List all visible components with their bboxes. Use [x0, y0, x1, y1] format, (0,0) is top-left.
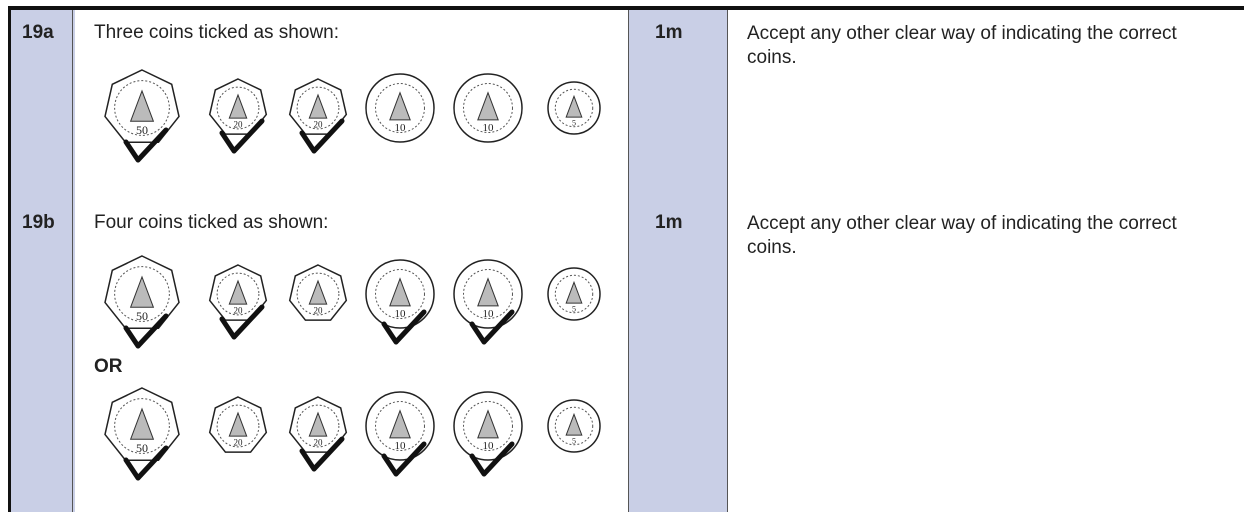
coin: 10: [453, 73, 523, 143]
tick: [469, 309, 515, 345]
coin: 20: [208, 264, 268, 321]
coin-figure: [389, 409, 411, 439]
coin-inner: [216, 86, 260, 130]
coin-inner: [296, 86, 340, 130]
mark: 1m: [655, 22, 683, 43]
coin-inner: [296, 404, 340, 448]
coin-label: 10: [395, 440, 407, 452]
coin-inner: [114, 266, 170, 322]
question-number: 19b: [22, 212, 55, 233]
tick: [123, 313, 169, 349]
coin-figure: [565, 280, 583, 304]
coin-figure: [308, 279, 328, 305]
coin: 5: [547, 81, 601, 135]
coin-label: 50: [136, 441, 148, 455]
coin-inner: [375, 401, 425, 451]
coin: 20: [208, 396, 268, 453]
coin-figure: [228, 93, 248, 119]
coin: 10: [365, 391, 435, 461]
coin-inner: [375, 83, 425, 133]
coin-inner: [463, 83, 513, 133]
coin-inner: [216, 404, 260, 448]
coin: 50: [104, 69, 180, 143]
coin-figure: [308, 93, 328, 119]
separator: OR: [94, 356, 123, 377]
coin: 10: [365, 259, 435, 329]
coin-figure: [228, 411, 248, 437]
answer-column: [72, 8, 629, 512]
coin-label: 10: [483, 440, 495, 452]
coin-label: 20: [314, 438, 324, 448]
coin-figure: [477, 91, 499, 121]
coin: 5: [547, 399, 601, 453]
coin-label: 20: [234, 438, 244, 448]
coin: 50: [104, 387, 180, 461]
coin-label: 10: [395, 122, 407, 134]
coin-inner: [114, 398, 170, 454]
coin-label: 10: [483, 122, 495, 134]
coin: 20: [288, 396, 348, 453]
coin-label: 5: [572, 437, 576, 446]
coin: 5: [547, 267, 601, 321]
tick: [381, 441, 427, 477]
coin-inner: [554, 406, 594, 446]
coin-figure: [389, 277, 411, 307]
mark-column: [628, 8, 728, 512]
question-number: 19a: [22, 22, 54, 43]
coin-label: 5: [572, 305, 576, 314]
coin-figure: [477, 277, 499, 307]
coin-inner: [216, 272, 260, 316]
coin-inner: [375, 269, 425, 319]
top-rule: [8, 6, 1244, 10]
coin: 20: [288, 264, 348, 321]
note: Accept any other clear way of indicating…: [747, 23, 1177, 68]
tick: [469, 441, 515, 477]
coin: 10: [365, 73, 435, 143]
coin-figure: [129, 407, 155, 440]
coin-figure: [565, 412, 583, 436]
coin-label: 20: [314, 120, 324, 130]
coin-label: 5: [572, 119, 576, 128]
tick: [299, 436, 345, 472]
coin-figure: [477, 409, 499, 439]
coin-inner: [463, 269, 513, 319]
mark: 1m: [655, 212, 683, 233]
tick: [219, 118, 265, 154]
tick: [123, 445, 169, 481]
coin-label: 50: [136, 309, 148, 323]
coin: 10: [453, 259, 523, 329]
tick: [381, 309, 427, 345]
coin-inner: [463, 401, 513, 451]
coin-figure: [228, 279, 248, 305]
label-column: [8, 8, 75, 512]
coin-label: 20: [314, 306, 324, 316]
coin-figure: [129, 89, 155, 122]
tick: [123, 127, 169, 163]
tick: [219, 304, 265, 340]
coin: 10: [453, 391, 523, 461]
coin-inner: [554, 88, 594, 128]
coin-figure: [565, 94, 583, 118]
note: Accept any other clear way of indicating…: [747, 213, 1177, 258]
coin-figure: [129, 275, 155, 308]
tick: [299, 118, 345, 154]
coin: 20: [208, 78, 268, 135]
coin: 20: [288, 78, 348, 135]
coin: 50: [104, 255, 180, 329]
coin-figure: [389, 91, 411, 121]
coin-label: 10: [395, 308, 407, 320]
coin-label: 50: [136, 123, 148, 137]
coin-label: 10: [483, 308, 495, 320]
instruction: Three coins ticked as shown:: [94, 22, 340, 43]
coin-inner: [554, 274, 594, 314]
coin-label: 20: [234, 306, 244, 316]
coin-inner: [296, 272, 340, 316]
coin-inner: [114, 80, 170, 136]
coin-label: 20: [234, 120, 244, 130]
instruction: Four coins ticked as shown:: [94, 212, 329, 233]
coin-figure: [308, 411, 328, 437]
